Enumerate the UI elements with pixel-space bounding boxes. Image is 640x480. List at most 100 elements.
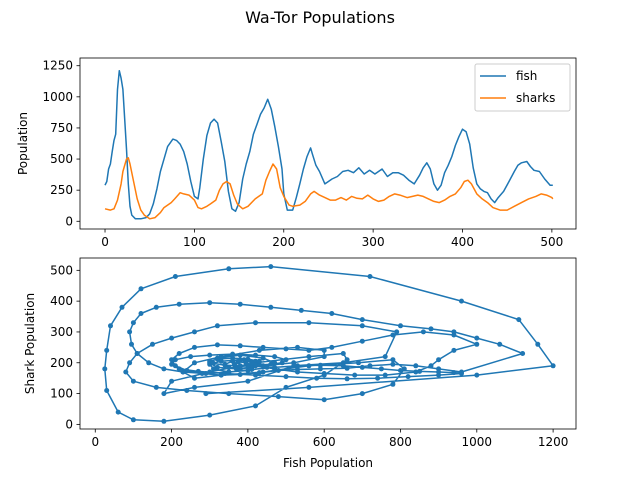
legend-sharks-label: sharks [516, 91, 555, 105]
bottom-x-tick-label: 200 [160, 435, 183, 449]
phase-point [237, 352, 243, 358]
phase-point [130, 378, 136, 384]
phase-point [279, 360, 285, 366]
phase-point [218, 358, 224, 364]
phase-point [340, 363, 346, 369]
phase-point [260, 355, 266, 361]
phase-point [176, 301, 182, 307]
phase-point [172, 274, 178, 279]
phase-point [188, 354, 194, 360]
population-timeseries-panel: 0 100 200 300 400 500 0 250 500 750 1000 1250 Popul… [16, 57, 577, 249]
phase-point [222, 371, 228, 376]
phase-point [146, 360, 152, 366]
phase-point [176, 351, 182, 356]
phase-point [405, 374, 411, 380]
figure-title: Wa-Tor Populations [245, 8, 395, 27]
phase-point [359, 323, 365, 329]
bottom-y-axis-label: Shark Population [23, 293, 37, 394]
phase-point [283, 357, 289, 363]
phase-point [390, 332, 396, 338]
phase-point [550, 363, 556, 369]
phase-point [232, 361, 237, 367]
phase-point [211, 366, 216, 372]
phase-point [207, 300, 213, 306]
phase-point [359, 364, 365, 370]
phase-point [207, 412, 213, 418]
phase-point [306, 363, 312, 369]
phase-point [359, 391, 365, 397]
phase-point [207, 352, 213, 358]
phase-point [340, 351, 346, 356]
phase-point [102, 366, 108, 372]
phase-point [207, 358, 213, 364]
phase-point [272, 360, 278, 366]
phase-point [123, 369, 129, 375]
phase-point [192, 375, 197, 381]
phase-point [253, 358, 258, 364]
phase-point [138, 286, 144, 292]
phase-point [235, 359, 241, 365]
top-x-tick-label: 500 [540, 235, 563, 249]
phase-point [295, 344, 300, 350]
bottom-x-tick-label: 400 [236, 435, 259, 449]
phase-point [420, 329, 426, 335]
phase-point [256, 347, 262, 353]
phase-point [243, 360, 249, 366]
bottom-y-tick-label: 400 [50, 294, 73, 308]
phase-point [226, 364, 232, 370]
phase-point [298, 307, 304, 313]
phase-point [153, 304, 159, 310]
phase-point [256, 370, 262, 376]
phase-point [222, 362, 228, 368]
phase-point [306, 320, 312, 326]
top-y-axis-label: Population [16, 112, 30, 175]
phase-point [104, 347, 110, 353]
phase-point [428, 326, 434, 332]
phase-point [161, 366, 167, 372]
phase-point [535, 341, 541, 347]
phase-point [451, 370, 457, 376]
bottom-x-axis-label: Fish Population [283, 456, 373, 470]
phase-point [398, 368, 403, 373]
phase-point [245, 368, 251, 373]
top-y-tick-label: 500 [50, 152, 73, 166]
phase-point [352, 372, 358, 378]
phase-point [253, 403, 258, 409]
phase-point [127, 329, 133, 335]
phase-point [359, 317, 365, 323]
phase-point [516, 317, 522, 323]
phase-point [214, 342, 220, 348]
phase-point [459, 298, 464, 304]
phase-point [314, 375, 320, 381]
phase-point [260, 369, 266, 375]
phase-point [474, 341, 480, 347]
phase-point [226, 369, 232, 375]
phase-point [459, 371, 464, 376]
phase-point [150, 341, 155, 347]
phase-point [169, 361, 175, 367]
top-y-tick-label: 1250 [42, 59, 73, 73]
phase-point [329, 311, 335, 316]
phase-point [161, 418, 167, 424]
phase-point [390, 361, 396, 367]
legend: fish sharks [474, 63, 571, 112]
top-x-tick-label: 400 [451, 235, 474, 249]
top-y-tick-label: 1000 [42, 90, 73, 104]
phase-plot-panel: 0 200 400 600 800 1000 1200 0 100 200 300 400 500 Fi… [23, 257, 577, 470]
phase-point [237, 372, 243, 377]
phase-point [130, 320, 136, 326]
bottom-plot-frame [79, 257, 577, 430]
phase-point [256, 358, 262, 364]
phase-point [344, 357, 350, 363]
phase-point [497, 341, 503, 347]
phase-point [253, 362, 258, 368]
phase-point [474, 372, 480, 378]
phase-point [214, 323, 220, 329]
phase-point [356, 360, 361, 366]
phase-point [192, 329, 197, 335]
phase-point [192, 384, 197, 390]
phase-point [104, 388, 110, 393]
phase-point [226, 391, 232, 397]
phase-point [268, 304, 274, 310]
